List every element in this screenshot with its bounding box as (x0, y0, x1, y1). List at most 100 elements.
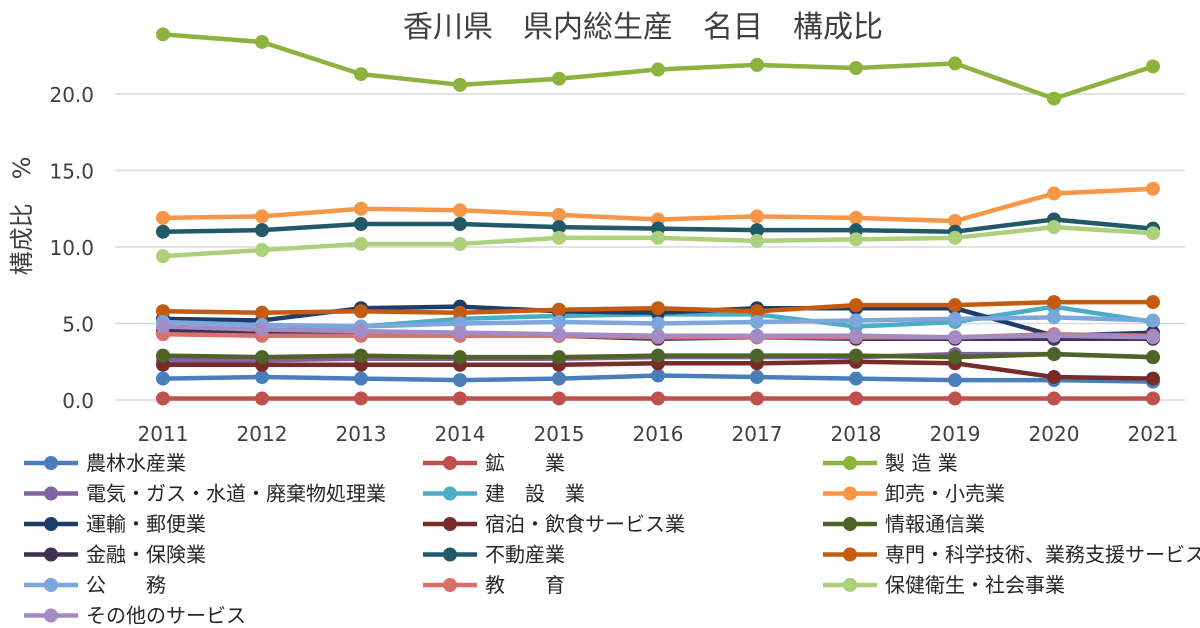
legend-label: 専門・科学技術、業務支援サービス業 (885, 543, 1200, 567)
data-point (948, 298, 962, 313)
data-point (948, 213, 962, 228)
data-point (552, 220, 566, 235)
legend-swatch-marker (44, 486, 58, 501)
data-point (453, 217, 467, 232)
x-tick-label: 2013 (336, 422, 387, 446)
data-point (651, 328, 665, 343)
series-1 (156, 391, 1160, 406)
data-point (552, 207, 566, 222)
data-point (849, 391, 863, 406)
data-point (849, 313, 863, 328)
data-point (354, 67, 368, 82)
legend-item: 教 育 (423, 573, 565, 597)
legend-label: 製 造 業 (885, 451, 958, 475)
data-point (156, 304, 170, 319)
legend-swatch-marker (44, 517, 58, 531)
legend-label: 不動産業 (485, 543, 565, 567)
x-tick-label: 2012 (237, 422, 288, 446)
legend-swatch-marker (843, 578, 857, 592)
legend-item: 製 造 業 (823, 451, 958, 475)
legend-label: 保健衛生・社会事業 (885, 573, 1065, 597)
data-point (156, 249, 170, 264)
legend-item: 専門・科学技術、業務支援サービス業 (823, 543, 1200, 567)
data-point (453, 203, 467, 218)
data-point (651, 368, 665, 383)
data-point (255, 209, 269, 224)
data-point (849, 60, 863, 75)
data-point (255, 322, 269, 337)
legend-item: 運輸・郵便業 (24, 512, 206, 536)
data-point (453, 77, 467, 92)
legend-item: 鉱 業 (423, 451, 565, 475)
data-point (453, 236, 467, 251)
data-point (354, 304, 368, 319)
data-point (1146, 350, 1160, 365)
legend-item: 宿泊・飲食サービス業 (423, 512, 685, 536)
data-point (354, 324, 368, 339)
data-point (354, 371, 368, 386)
data-point (948, 230, 962, 245)
data-point (552, 314, 566, 329)
data-point (948, 350, 962, 365)
legend-label: 建 設 業 (485, 482, 585, 506)
y-tick-label: 10.0 (49, 236, 94, 260)
data-point (255, 391, 269, 406)
data-point (1146, 226, 1160, 241)
data-point (1047, 310, 1061, 325)
data-point (1047, 220, 1061, 235)
data-point (552, 371, 566, 386)
data-point (354, 217, 368, 232)
data-point (453, 325, 467, 340)
legend-swatch-marker (443, 547, 457, 562)
x-tick-label: 2018 (831, 422, 882, 446)
legend-label: 宿泊・飲食サービス業 (485, 512, 685, 536)
y-axis-label: 構成比 % (8, 157, 36, 276)
data-point (156, 210, 170, 225)
data-point (453, 350, 467, 365)
legend-label: 電気・ガス・水道・廃棄物処理業 (86, 482, 386, 506)
data-point (750, 209, 764, 224)
data-point (156, 371, 170, 386)
y-tick-labels: 0.0 5.0 10.0 15.0 20.0 (49, 83, 94, 413)
data-point (255, 34, 269, 49)
data-point (552, 302, 566, 317)
data-point (849, 328, 863, 343)
data-point (1146, 295, 1160, 310)
legend-swatch-marker (843, 486, 857, 501)
data-point (552, 391, 566, 406)
data-point (453, 305, 467, 320)
x-tick-label: 2020 (1029, 422, 1080, 446)
data-point (750, 314, 764, 329)
data-point (255, 350, 269, 365)
data-point (849, 232, 863, 247)
y-tick-label: 0.0 (62, 389, 94, 413)
legend-label: 鉱 業 (485, 451, 565, 475)
data-point (552, 71, 566, 86)
x-tick-label: 2017 (732, 422, 783, 446)
data-point (156, 319, 170, 334)
data-point (948, 311, 962, 326)
data-point (1047, 186, 1061, 201)
x-tick-label: 2014 (435, 422, 486, 446)
x-tick-label: 2016 (633, 422, 684, 446)
legend-label: 情報通信業 (885, 512, 985, 536)
data-point (750, 370, 764, 385)
legend-item: 卸売・小売業 (823, 482, 1005, 506)
data-point (354, 201, 368, 216)
legend-swatch-marker (44, 547, 58, 562)
legend-label: 農林水産業 (86, 451, 186, 475)
legend-item: 建 設 業 (423, 482, 585, 506)
data-point (1146, 371, 1160, 386)
data-point (948, 391, 962, 406)
data-point (651, 230, 665, 245)
data-point (750, 233, 764, 248)
chart-title: 香川県 県内総生産 名目 構成比 (403, 10, 883, 45)
legend-swatch-marker (443, 578, 457, 592)
data-point (255, 305, 269, 320)
y-tick-label: 5.0 (62, 313, 94, 337)
data-point (1047, 328, 1061, 343)
data-point (453, 391, 467, 406)
data-point (156, 27, 170, 42)
data-point (651, 301, 665, 316)
data-point (948, 373, 962, 388)
